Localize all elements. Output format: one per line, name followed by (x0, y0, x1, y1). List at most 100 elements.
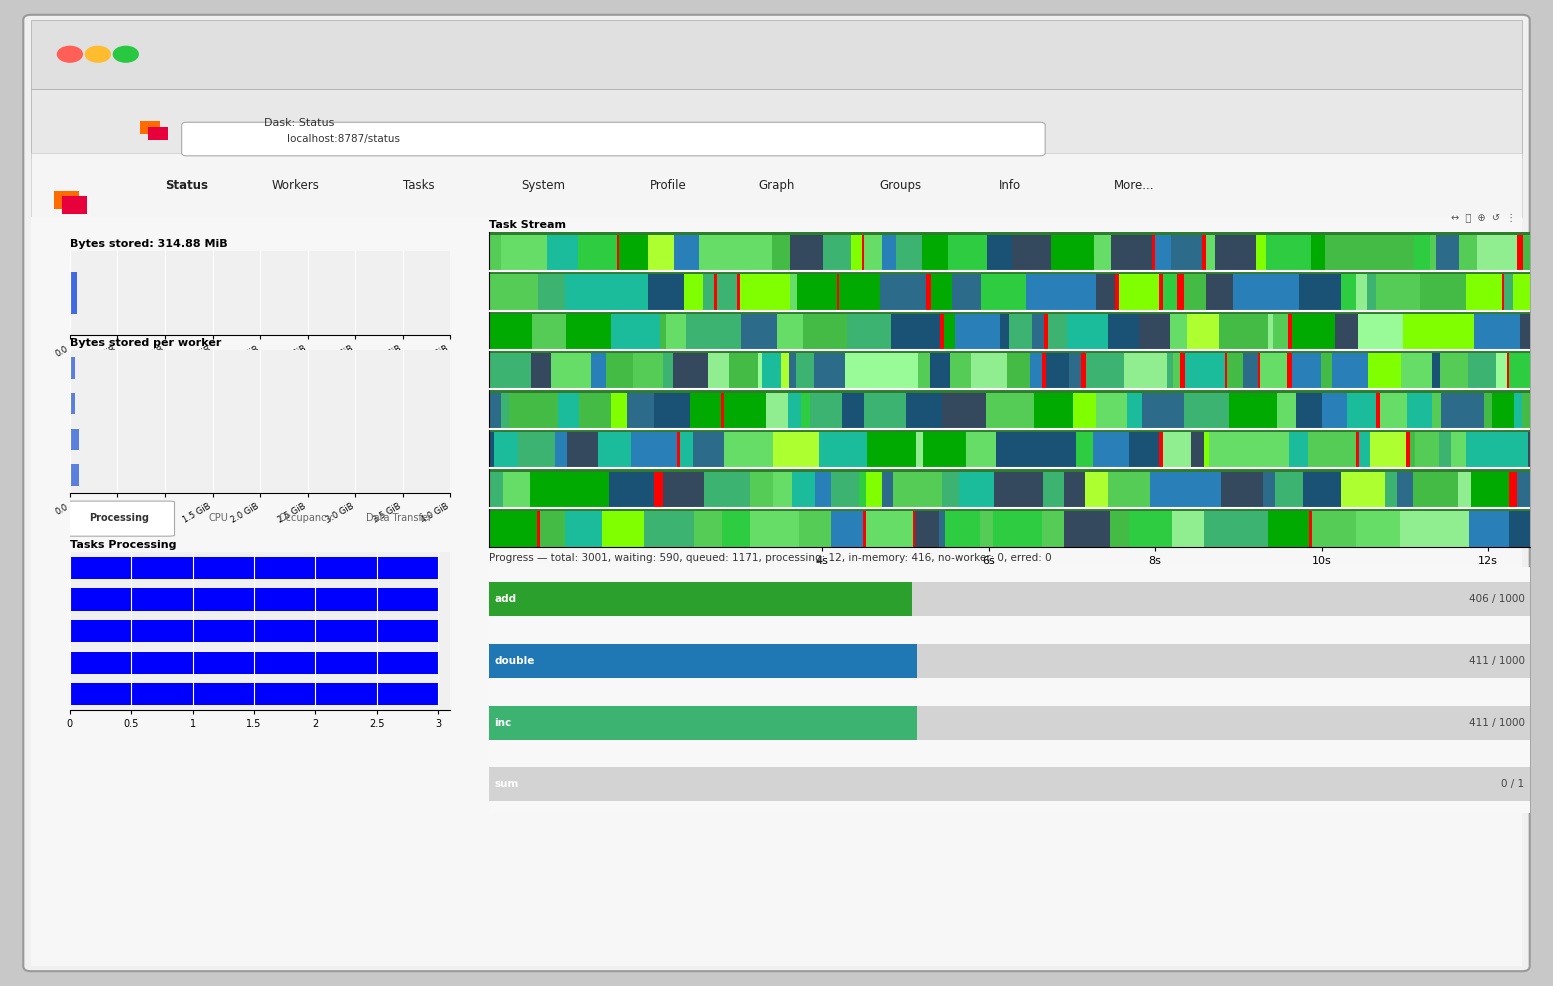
Bar (1159, 432, 1163, 468)
Bar (70, 557, 438, 579)
Bar (766, 392, 787, 429)
Bar (1520, 314, 1530, 350)
Text: sum: sum (494, 779, 519, 789)
Bar (696, 314, 741, 350)
Bar (551, 353, 590, 389)
Bar (859, 471, 867, 508)
Bar (632, 353, 663, 389)
Bar (1177, 274, 1180, 311)
Bar (789, 274, 797, 311)
Bar (708, 353, 730, 389)
Bar (717, 274, 738, 311)
Text: Tasks: Tasks (404, 178, 435, 192)
Bar (70, 429, 79, 450)
Bar (1356, 274, 1367, 311)
Bar (1502, 274, 1505, 311)
Bar (1204, 511, 1244, 547)
Text: Graph: Graph (758, 178, 795, 192)
Bar (1244, 511, 1267, 547)
Bar (609, 471, 654, 508)
Bar (721, 392, 724, 429)
Bar (1407, 432, 1410, 468)
Bar (1308, 432, 1356, 468)
Bar (1287, 314, 1292, 350)
Bar (502, 235, 547, 271)
Bar (1107, 314, 1138, 350)
Bar (540, 511, 565, 547)
Bar (1171, 511, 1204, 547)
Bar (1275, 471, 1303, 508)
Bar (1210, 432, 1241, 468)
Bar (1086, 471, 1107, 508)
Text: 406 / 1000: 406 / 1000 (1469, 595, 1525, 604)
Bar (986, 392, 1034, 429)
Bar (1044, 471, 1064, 508)
Bar (1398, 471, 1413, 508)
Bar (519, 432, 554, 468)
Bar (1110, 235, 1152, 271)
Bar (1252, 432, 1283, 468)
Bar (724, 432, 773, 468)
Bar (750, 511, 798, 547)
Bar (792, 471, 815, 508)
Bar (489, 644, 916, 678)
Bar (1183, 392, 1228, 429)
Bar (1492, 392, 1514, 429)
Bar (598, 432, 631, 468)
Bar (1095, 235, 1110, 271)
Text: CPU: CPU (208, 513, 228, 523)
Bar (1311, 235, 1325, 271)
Bar (70, 272, 78, 315)
Bar (839, 274, 881, 311)
Bar (1155, 235, 1171, 271)
Bar (1508, 353, 1530, 389)
Bar (1312, 511, 1356, 547)
Bar (547, 235, 578, 271)
Bar (831, 511, 862, 547)
Bar (578, 235, 617, 271)
Bar (704, 274, 714, 311)
Bar (814, 353, 845, 389)
Bar (31, 217, 1522, 966)
Bar (845, 353, 893, 389)
Bar (916, 432, 922, 468)
Text: Groups: Groups (879, 178, 922, 192)
Bar (865, 511, 913, 547)
Bar (750, 471, 773, 508)
Bar (1513, 274, 1530, 311)
Bar (1163, 432, 1191, 468)
Bar (1267, 511, 1272, 547)
Bar (781, 353, 789, 389)
Bar (811, 392, 842, 429)
Bar (940, 511, 946, 547)
Bar (1404, 314, 1447, 350)
Bar (994, 471, 1044, 508)
Bar (891, 314, 940, 350)
Bar (699, 235, 744, 271)
Bar (1356, 432, 1359, 468)
Bar (1205, 235, 1214, 271)
Bar (680, 432, 693, 468)
Bar (1129, 432, 1159, 468)
Bar (950, 353, 971, 389)
Bar (1051, 235, 1095, 271)
FancyBboxPatch shape (23, 15, 1530, 971)
Bar (741, 274, 789, 311)
Text: Bytes stored: 314.88 MiB: Bytes stored: 314.88 MiB (70, 240, 227, 249)
Bar (1272, 314, 1287, 350)
Bar (1256, 235, 1266, 271)
Bar (489, 583, 912, 616)
Bar (863, 235, 882, 271)
Text: Tasks Processing: Tasks Processing (70, 540, 177, 550)
Bar (1009, 314, 1031, 350)
Bar (1367, 274, 1376, 311)
Bar (867, 432, 916, 468)
Bar (1169, 314, 1186, 350)
Bar (565, 274, 601, 311)
Bar (862, 235, 863, 271)
Bar (1322, 392, 1346, 429)
Bar (1270, 274, 1298, 311)
Bar (741, 314, 776, 350)
Bar (690, 392, 721, 429)
Bar (1357, 314, 1404, 350)
